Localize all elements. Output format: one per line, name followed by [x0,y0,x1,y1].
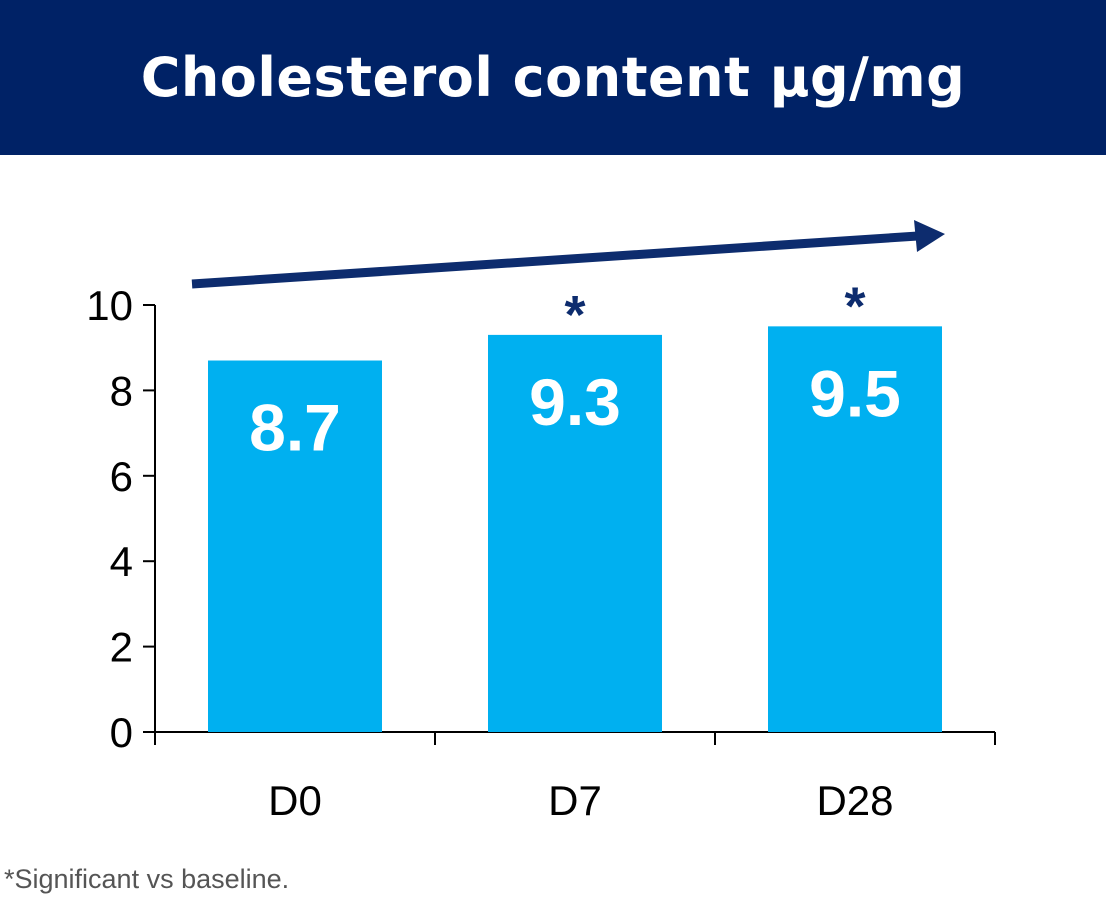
x-tick-label-d7: D7 [548,777,602,824]
x-tick-label-d28: D28 [816,777,893,824]
bar-d28 [768,326,942,732]
data-label-d28: 9.5 [809,356,901,430]
y-tick-label: 10 [86,282,133,329]
significance-marker-d28: * [844,276,865,336]
chart-title: Cholesterol content µg/mg [140,46,966,109]
x-tick-label-d0: D0 [268,777,322,824]
significance-marker-d7: * [564,285,585,345]
y-tick-label: 8 [110,367,133,414]
y-tick-label: 6 [110,453,133,500]
data-label-d0: 8.7 [249,391,341,465]
bar-d0 [208,360,382,732]
trend-arrow-shaft [191,231,919,289]
trend-arrow-head [914,220,945,252]
y-tick-label: 0 [110,709,133,756]
y-tick-label: 4 [110,538,133,585]
data-label-d7: 9.3 [529,365,621,439]
bar-d7 [488,334,662,732]
chart-title-banner: Cholesterol content µg/mg [0,0,1106,155]
y-tick-label: 2 [110,624,133,671]
footnote: *Significant vs baseline. [4,864,290,894]
